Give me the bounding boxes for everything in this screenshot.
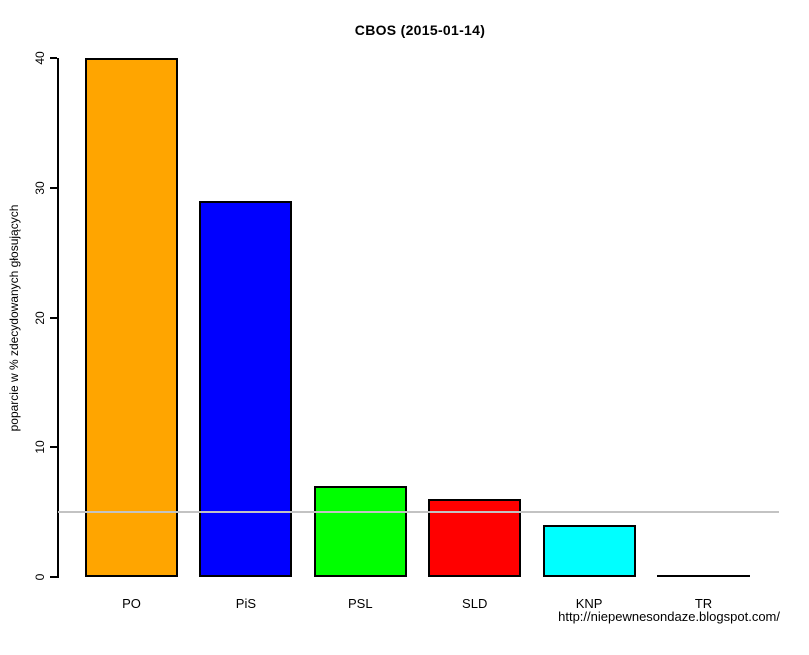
y-axis-line [57,58,59,578]
x-label-PO: PO [122,596,141,611]
y-tick-mark [50,57,57,59]
bar-PSL [313,486,407,577]
electoral-threshold-line [58,511,779,514]
source-url: http://niepewnesondaze.blogspot.com/ [558,609,780,624]
y-axis-title: poparcie w % zdecydowanych głosujących [7,204,21,432]
bar-PiS [199,200,293,577]
y-tick-mark [50,186,57,189]
y-tick-label: 0 [33,573,47,581]
y-tick-mark [50,576,57,578]
chart-title: CBOS (2015-01-14) [354,22,486,38]
plot-area [58,58,782,577]
x-label-SLD: SLD [462,596,488,611]
y-tick-mark [50,446,57,449]
bar-PO [85,58,178,577]
y-tick-label: 10 [33,440,47,454]
y-tick-label: 30 [33,181,47,195]
y-tick-label: 20 [33,310,47,325]
x-label-TR: TR [694,596,713,611]
x-label-KNP: KNP [575,596,603,611]
x-label-PSL: PSL [348,596,373,611]
bar-TR [657,575,750,577]
y-tick-label: 40 [33,51,47,65]
x-label-PiS: PiS [235,596,257,611]
y-tick-mark [50,316,57,319]
bar-KNP [542,525,636,577]
